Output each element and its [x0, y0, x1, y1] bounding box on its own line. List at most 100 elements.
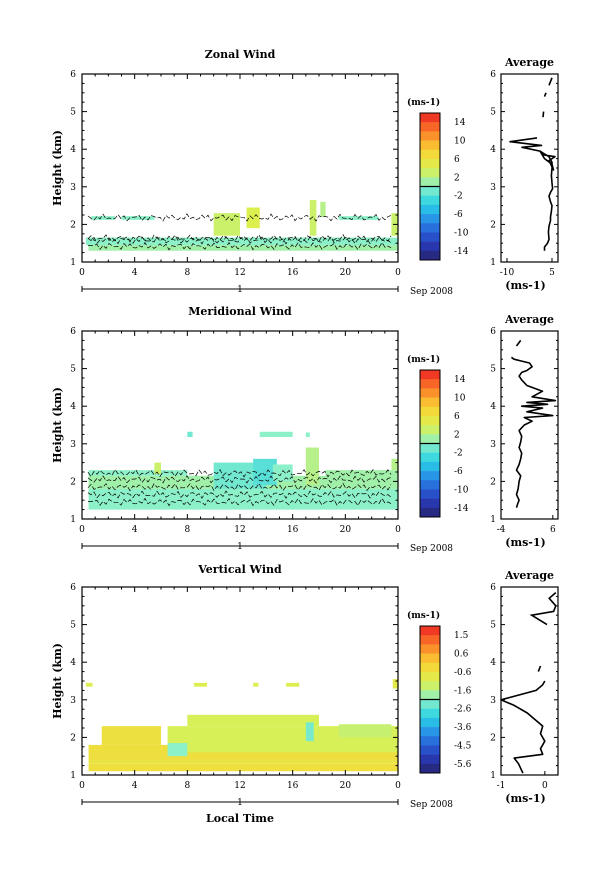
x-tick-label: 20 [340, 525, 352, 535]
colorbar-swatch [420, 635, 440, 645]
y-tick-label: 4 [70, 145, 76, 155]
colorbar-swatch [420, 671, 440, 682]
contour-line [87, 475, 392, 484]
profile-x-label: -1 [497, 781, 506, 791]
average-profile: Average 1 2 3 4 5 6 -4 6 (ms-1) [490, 313, 559, 549]
heatmap-cell [187, 714, 319, 727]
colorbar-swatch [420, 379, 440, 389]
profile-y-label: 2 [490, 220, 496, 230]
x-tick-label: 12 [234, 781, 245, 791]
colorbar-swatch [420, 626, 440, 636]
colorbar-swatch [420, 177, 440, 187]
colorbar-swatch [420, 131, 440, 141]
heatmap-cell [320, 201, 326, 217]
day-axis-label: 1 [237, 798, 243, 808]
colorbar-label: -3.6 [454, 723, 472, 733]
heatmap-cell [392, 679, 398, 689]
heatmap-cells [88, 431, 398, 510]
colorbar-swatch [420, 653, 440, 664]
profile-x-label: -10 [500, 268, 515, 278]
y-axis-label: Height (km) [51, 387, 64, 463]
y-tick-label: 1 [70, 258, 76, 268]
profile-y-label: 4 [490, 658, 496, 668]
colorbar-swatch [420, 681, 440, 691]
profile-y-label: 2 [490, 477, 496, 487]
colorbar: (ms-1) 14 10 6 2 -2 -6 -10 -14 [407, 97, 469, 261]
heatmap-cell [193, 682, 208, 687]
x-tick-label: 16 [287, 268, 299, 278]
colorbar-label: -2.6 [454, 705, 472, 715]
colorbar-label: -10 [454, 228, 469, 238]
x-tick-label: 0 [79, 525, 85, 535]
colorbar-label: 14 [454, 118, 466, 128]
heatmap-cell [88, 763, 398, 772]
colorbar-swatch [420, 461, 440, 472]
colorbar-label: -10 [454, 485, 469, 495]
colorbar-label: -14 [454, 247, 469, 257]
panel-title: Vertical Wind [197, 563, 282, 576]
y-axis-label: Height (km) [51, 643, 64, 719]
x-tick-label: 16 [287, 525, 299, 535]
profile-y-label: 3 [490, 183, 496, 193]
x-ticks: 0 4 8 12 16 20 0 [79, 331, 401, 535]
profile-y-label: 6 [490, 70, 496, 80]
heatmap-cell [213, 213, 240, 236]
colorbar-label: -0.6 [454, 668, 472, 678]
heatmap-cell [85, 682, 93, 687]
colorbar-label: -6 [454, 467, 463, 477]
x-tick-label: 20 [340, 268, 352, 278]
profile-y-label: 4 [490, 402, 496, 412]
contour-line [87, 236, 392, 245]
colorbar-swatch [420, 250, 440, 261]
heatmap-cell [259, 431, 293, 438]
heatmap-cell [338, 724, 392, 738]
colorbar-swatch [420, 195, 440, 206]
colorbar-label: 2 [454, 173, 460, 183]
y-tick-label: 2 [70, 477, 76, 487]
x-tick-label: 20 [340, 781, 352, 791]
contour-line [87, 497, 392, 507]
profile-fragment [548, 77, 553, 86]
heatmap-cell [253, 458, 277, 486]
colorbar-swatch [420, 736, 440, 746]
y-tick-label: 4 [70, 402, 76, 412]
contour-line [87, 469, 392, 478]
profile-x-label: 0 [542, 781, 548, 791]
y-tick-label: 5 [70, 108, 76, 118]
x-tick-label: 0 [79, 781, 85, 791]
day-axis: 1 [81, 798, 399, 808]
x-tick-label: 4 [132, 268, 138, 278]
x-tick-label: 12 [234, 525, 245, 535]
colorbar-swatch [420, 370, 440, 380]
colorbar-swatch [420, 699, 440, 709]
day-axis-label: 1 [237, 285, 243, 295]
colorbar-label: -2 [454, 449, 463, 459]
profile-fragment [529, 591, 557, 626]
colorbar-swatch [420, 443, 440, 453]
colorbar-label: 1.5 [454, 631, 469, 641]
colorbar-label: -4.5 [454, 741, 472, 751]
colorbar-swatch [420, 452, 440, 463]
x-axis-label: Local Time [206, 812, 274, 825]
day-axis: 1 [81, 542, 399, 552]
y-tick-label: 1 [70, 771, 76, 781]
y-tick-label: 1 [70, 515, 76, 525]
colorbar-swatch [420, 388, 440, 398]
colorbar-swatch [420, 204, 440, 215]
x-tick-label: 16 [287, 781, 299, 791]
colorbar-swatch [420, 415, 440, 426]
profile-x-axis-label: (ms-1) [505, 536, 545, 549]
colorbar-swatch [420, 507, 440, 518]
colorbar-swatch [420, 471, 440, 481]
colorbar-swatch [420, 434, 440, 444]
panel-title: Zonal Wind [205, 48, 276, 61]
profile-fragment [537, 665, 542, 672]
colorbar-swatch [420, 113, 440, 123]
contour-line [87, 490, 392, 499]
colorbar-swatch [420, 708, 440, 719]
colorbar-label: 6 [454, 155, 460, 165]
